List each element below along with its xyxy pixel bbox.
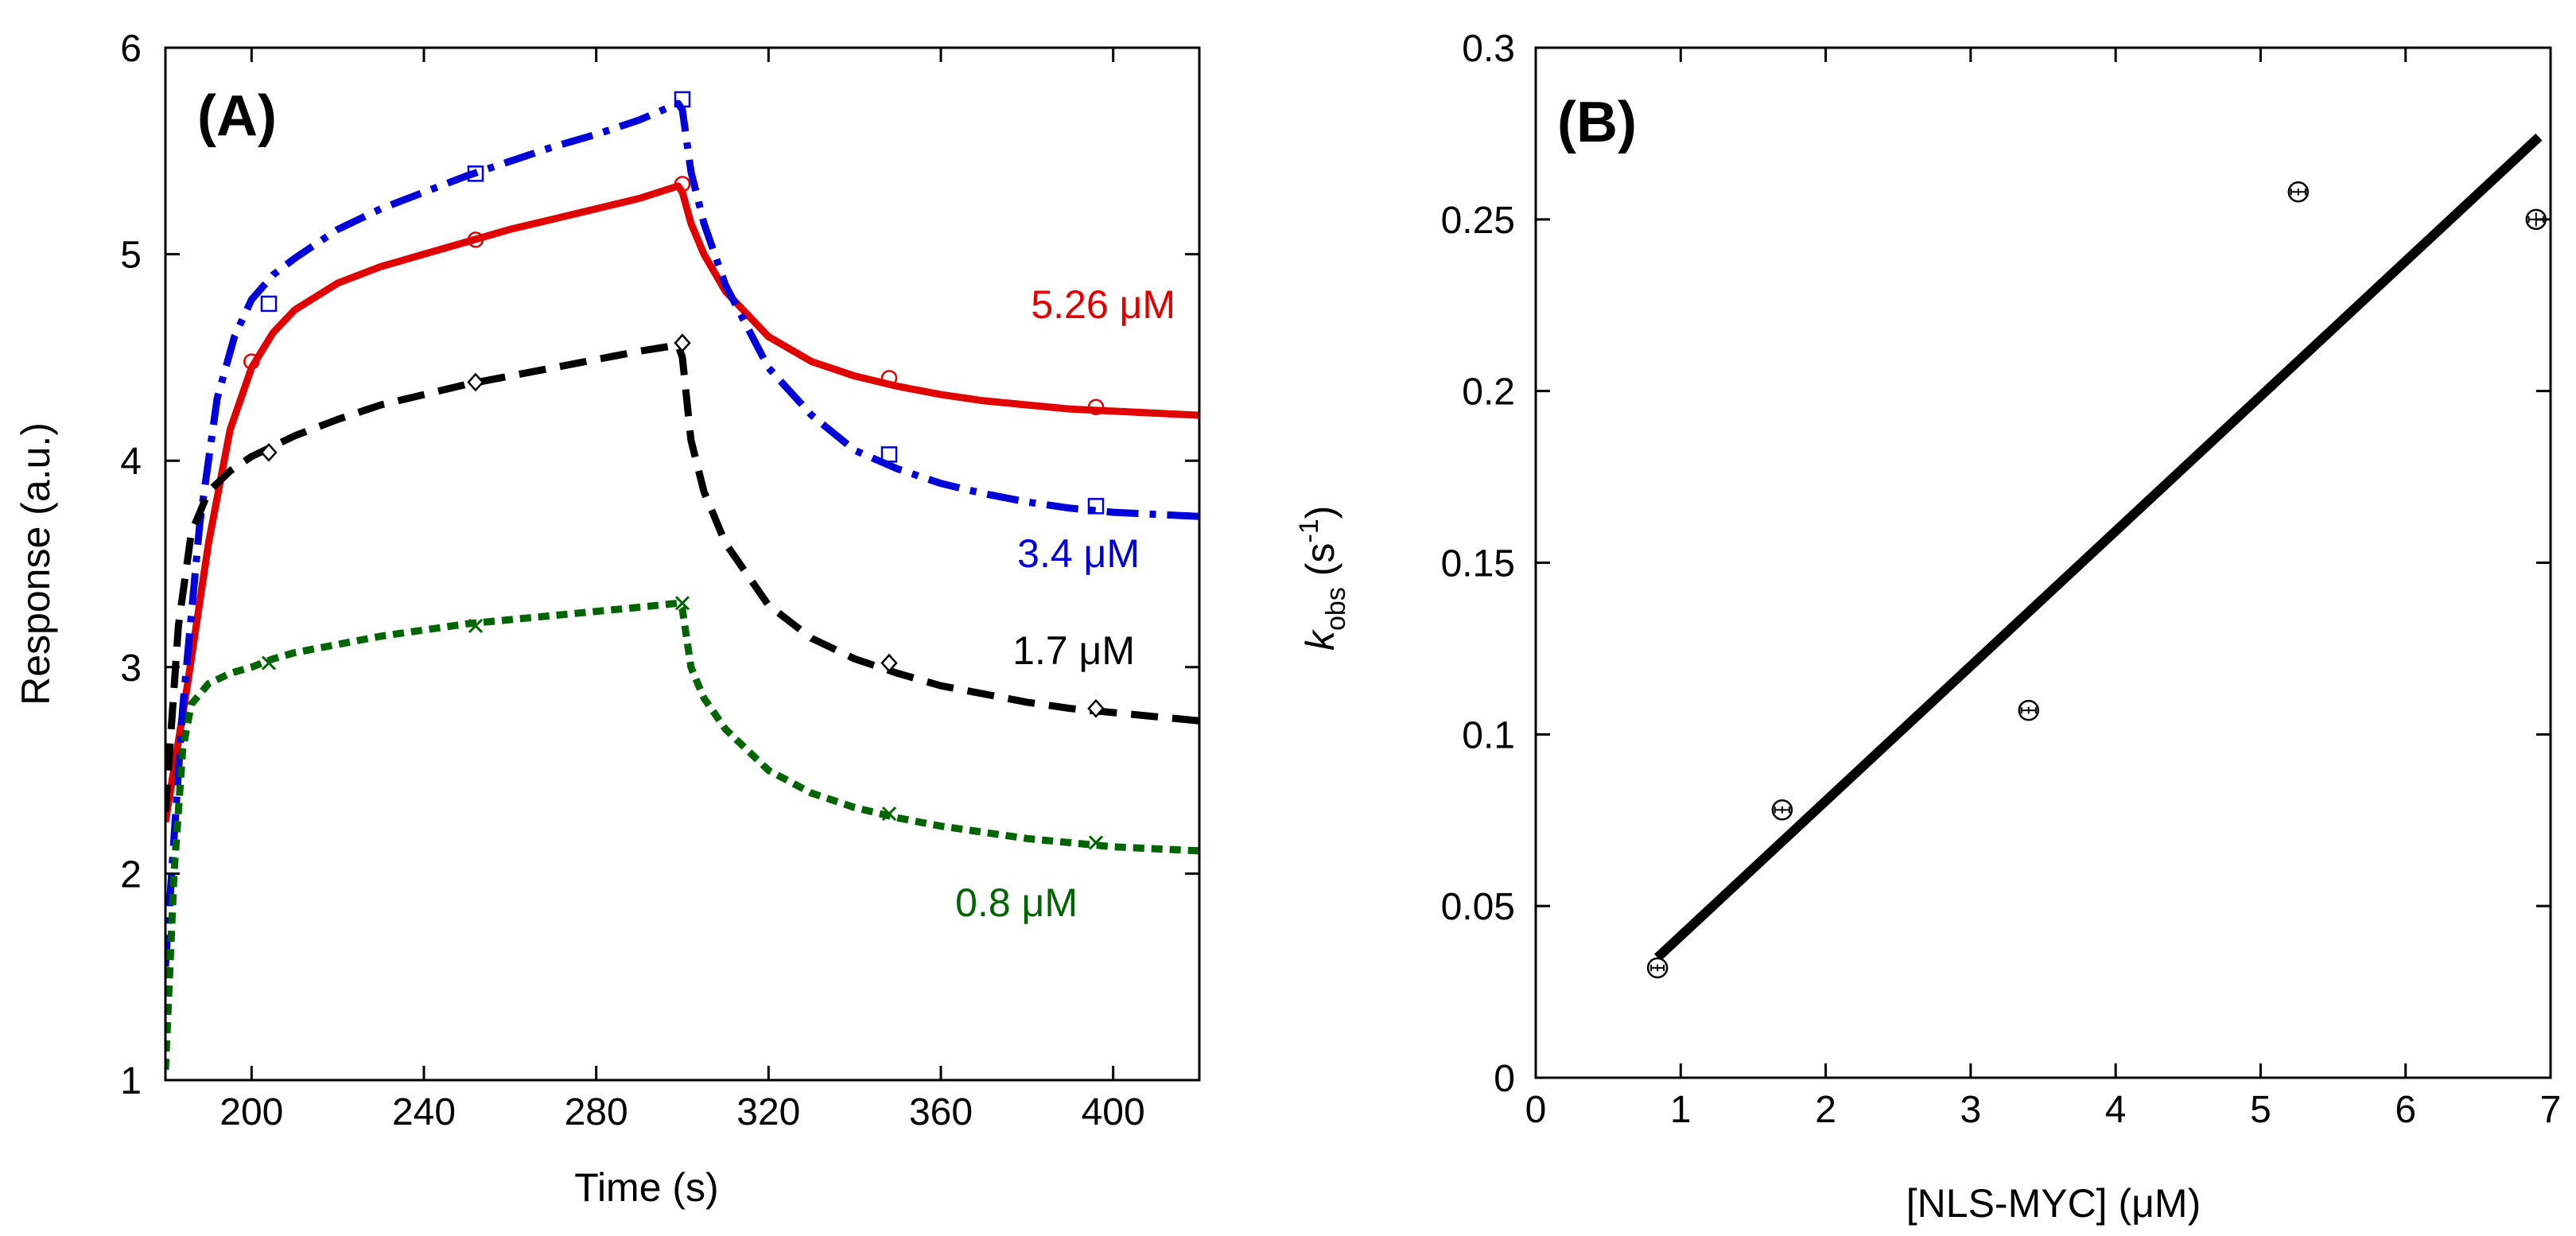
panel-b-y-tick-label-0-3: 0.3 xyxy=(1462,28,1515,70)
panel-b-x-axis-label: [NLS-MYC] (μM) xyxy=(1906,1181,2201,1226)
panel-a-marker-5-26-m-4 xyxy=(880,370,898,387)
panel-a-x-tick-label-320: 320 xyxy=(736,1091,800,1133)
panel-b-x-tick-label-6: 6 xyxy=(2395,1089,2416,1131)
panel-a-series-label-1-7: 1.7 μM xyxy=(1012,628,1135,673)
panel-a-plot-frame xyxy=(164,46,1201,1082)
panel-a-marker-3-4-m-3 xyxy=(674,91,691,108)
panel-b-x-tick-label-4: 4 xyxy=(2105,1089,2127,1131)
panel-b-y-tick-label-0-05: 0.05 xyxy=(1441,886,1515,928)
panel-a-marker-1-7-m-3 xyxy=(674,333,691,353)
panel-a-series-line-1-7-m xyxy=(165,341,1199,812)
panel-a-chart: 200 240 280 320 360 400 1 2 3 4 5 6 (A) 5.26 μM 3.4… xyxy=(14,28,1201,1210)
panel-a-marker-0-8-m-4 xyxy=(881,807,897,822)
panel-a-letter: (A) xyxy=(197,84,277,148)
panel-a-marker-3-4-m-2 xyxy=(467,165,484,182)
panel-a-series-line-5-26-m xyxy=(165,182,1199,823)
panel-a-series-label-5-26: 5.26 μM xyxy=(1031,282,1175,327)
panel-a-series-line-0-8-m xyxy=(165,599,1199,1071)
panel-b-points-group xyxy=(1646,181,2547,979)
panel-a-series-label-3-4: 3.4 μM xyxy=(1017,531,1140,576)
panel-b-y-axis-label: kobs (s-1) xyxy=(1294,506,1351,651)
panel-a-frame-group xyxy=(164,46,1201,1082)
panel-a-y-tick-label-3: 3 xyxy=(120,647,142,690)
panel-b-error-bar-1 xyxy=(1650,964,1665,972)
panel-b-x-tick-label-3: 3 xyxy=(1960,1089,1982,1131)
panel-b-x-tick-label-0: 0 xyxy=(1525,1089,1547,1131)
panel-b-x-tick-label-7: 7 xyxy=(2540,1089,2562,1131)
panel-a-marker-0-8-m-3 xyxy=(674,596,690,611)
panel-b-chart: 0 1 2 3 4 5 6 7 0 0.05 0.1 0.15 0.2 0.25 0.3 (B) [NLS-… xyxy=(1294,28,2561,1226)
panel-b-x-tick-label-2: 2 xyxy=(1815,1089,1836,1131)
panel-a-marker-5-26-m-3 xyxy=(674,176,691,192)
panel-b-y-axis-label-k: k xyxy=(1298,628,1342,651)
panel-a-marker-1-7-m-1 xyxy=(260,442,278,462)
panel-a-marker-0-8-m-1 xyxy=(261,655,277,670)
panel-b-error-bar-2 xyxy=(1774,806,1790,814)
panel-b-y-tick-label-0: 0 xyxy=(1494,1058,1515,1100)
panel-b-y-axis-label-sub: obs xyxy=(1321,587,1351,631)
panel-b-y-axis-label-sup: -1 xyxy=(1294,519,1324,542)
panel-b-x-tick-label-1: 1 xyxy=(1670,1089,1692,1131)
panel-a-x-tick-label-400: 400 xyxy=(1082,1091,1145,1133)
panel-a-y-tick-label-2: 2 xyxy=(120,853,142,896)
panel-a-marker-3-4-m-5 xyxy=(1087,498,1105,515)
panel-a-x-tick-label-360: 360 xyxy=(909,1091,973,1133)
panel-b-y-tick-label-0-2: 0.2 xyxy=(1462,371,1515,414)
panel-a-y-tick-label-6: 6 xyxy=(120,28,142,70)
panel-a-marker-1-7-m-2 xyxy=(467,372,484,392)
panel-b-error-bar-3 xyxy=(2020,706,2037,714)
panel-a-marker-5-26-m-5 xyxy=(1087,398,1105,415)
panel-a-marker-5-26-m-1 xyxy=(243,353,260,370)
panel-b-letter: (B) xyxy=(1557,91,1637,154)
panel-b-y-tick-label-0-1: 0.1 xyxy=(1462,714,1515,756)
panel-a-series-group xyxy=(165,91,1199,1071)
panel-a-x-tick-label-240: 240 xyxy=(392,1091,456,1133)
panel-b-error-bar-4 xyxy=(2290,188,2306,196)
panel-a-marker-0-8-m-5 xyxy=(1088,835,1104,850)
panel-a-marker-5-26-m-2 xyxy=(467,231,484,248)
panel-a-x-axis-label: Time (s) xyxy=(574,1165,718,1210)
panel-b-ticks-group: 0 1 2 3 4 5 6 7 0 0.05 0.1 0.15 0.2 0.25 0.3 xyxy=(1441,28,2562,1131)
panel-b-error-bar-5 xyxy=(2527,212,2544,227)
panel-b-y-tick-label-0-15: 0.15 xyxy=(1441,543,1515,585)
panel-b-x-tick-label-5: 5 xyxy=(2250,1089,2271,1131)
panel-a-series-line-3-4-m xyxy=(165,99,1199,967)
panel-a-y-tick-label-4: 4 xyxy=(120,441,142,483)
panel-a-marker-3-4-m-1 xyxy=(260,295,278,313)
panel-a-ticks-group: 200 240 280 320 360 400 1 2 3 4 5 6 xyxy=(120,28,1199,1133)
panel-a-y-tick-label-5: 5 xyxy=(120,235,142,277)
panel-a-y-axis-label: Response (a.u.) xyxy=(14,422,58,705)
panel-b-y-axis-label-close: ) xyxy=(1298,506,1342,519)
panel-a-y-tick-label-1: 1 xyxy=(120,1060,142,1102)
panel-b-y-axis-label-open: (s xyxy=(1298,543,1342,588)
panel-b-fit-line xyxy=(1654,133,2543,962)
panel-a-marker-0-8-m-2 xyxy=(468,618,484,633)
panel-a-x-tick-label-200: 200 xyxy=(220,1091,283,1133)
panel-b-y-tick-label-0-25: 0.25 xyxy=(1441,200,1515,242)
panel-b-fit-group xyxy=(1654,133,2543,962)
panel-a-x-tick-label-280: 280 xyxy=(565,1091,628,1133)
panel-a-marker-1-7-m-5 xyxy=(1087,698,1105,718)
panel-a-marker-3-4-m-4 xyxy=(880,446,898,463)
panel-a-series-label-0-8: 0.8 μM xyxy=(955,880,1078,925)
panel-a-marker-1-7-m-4 xyxy=(880,653,898,673)
